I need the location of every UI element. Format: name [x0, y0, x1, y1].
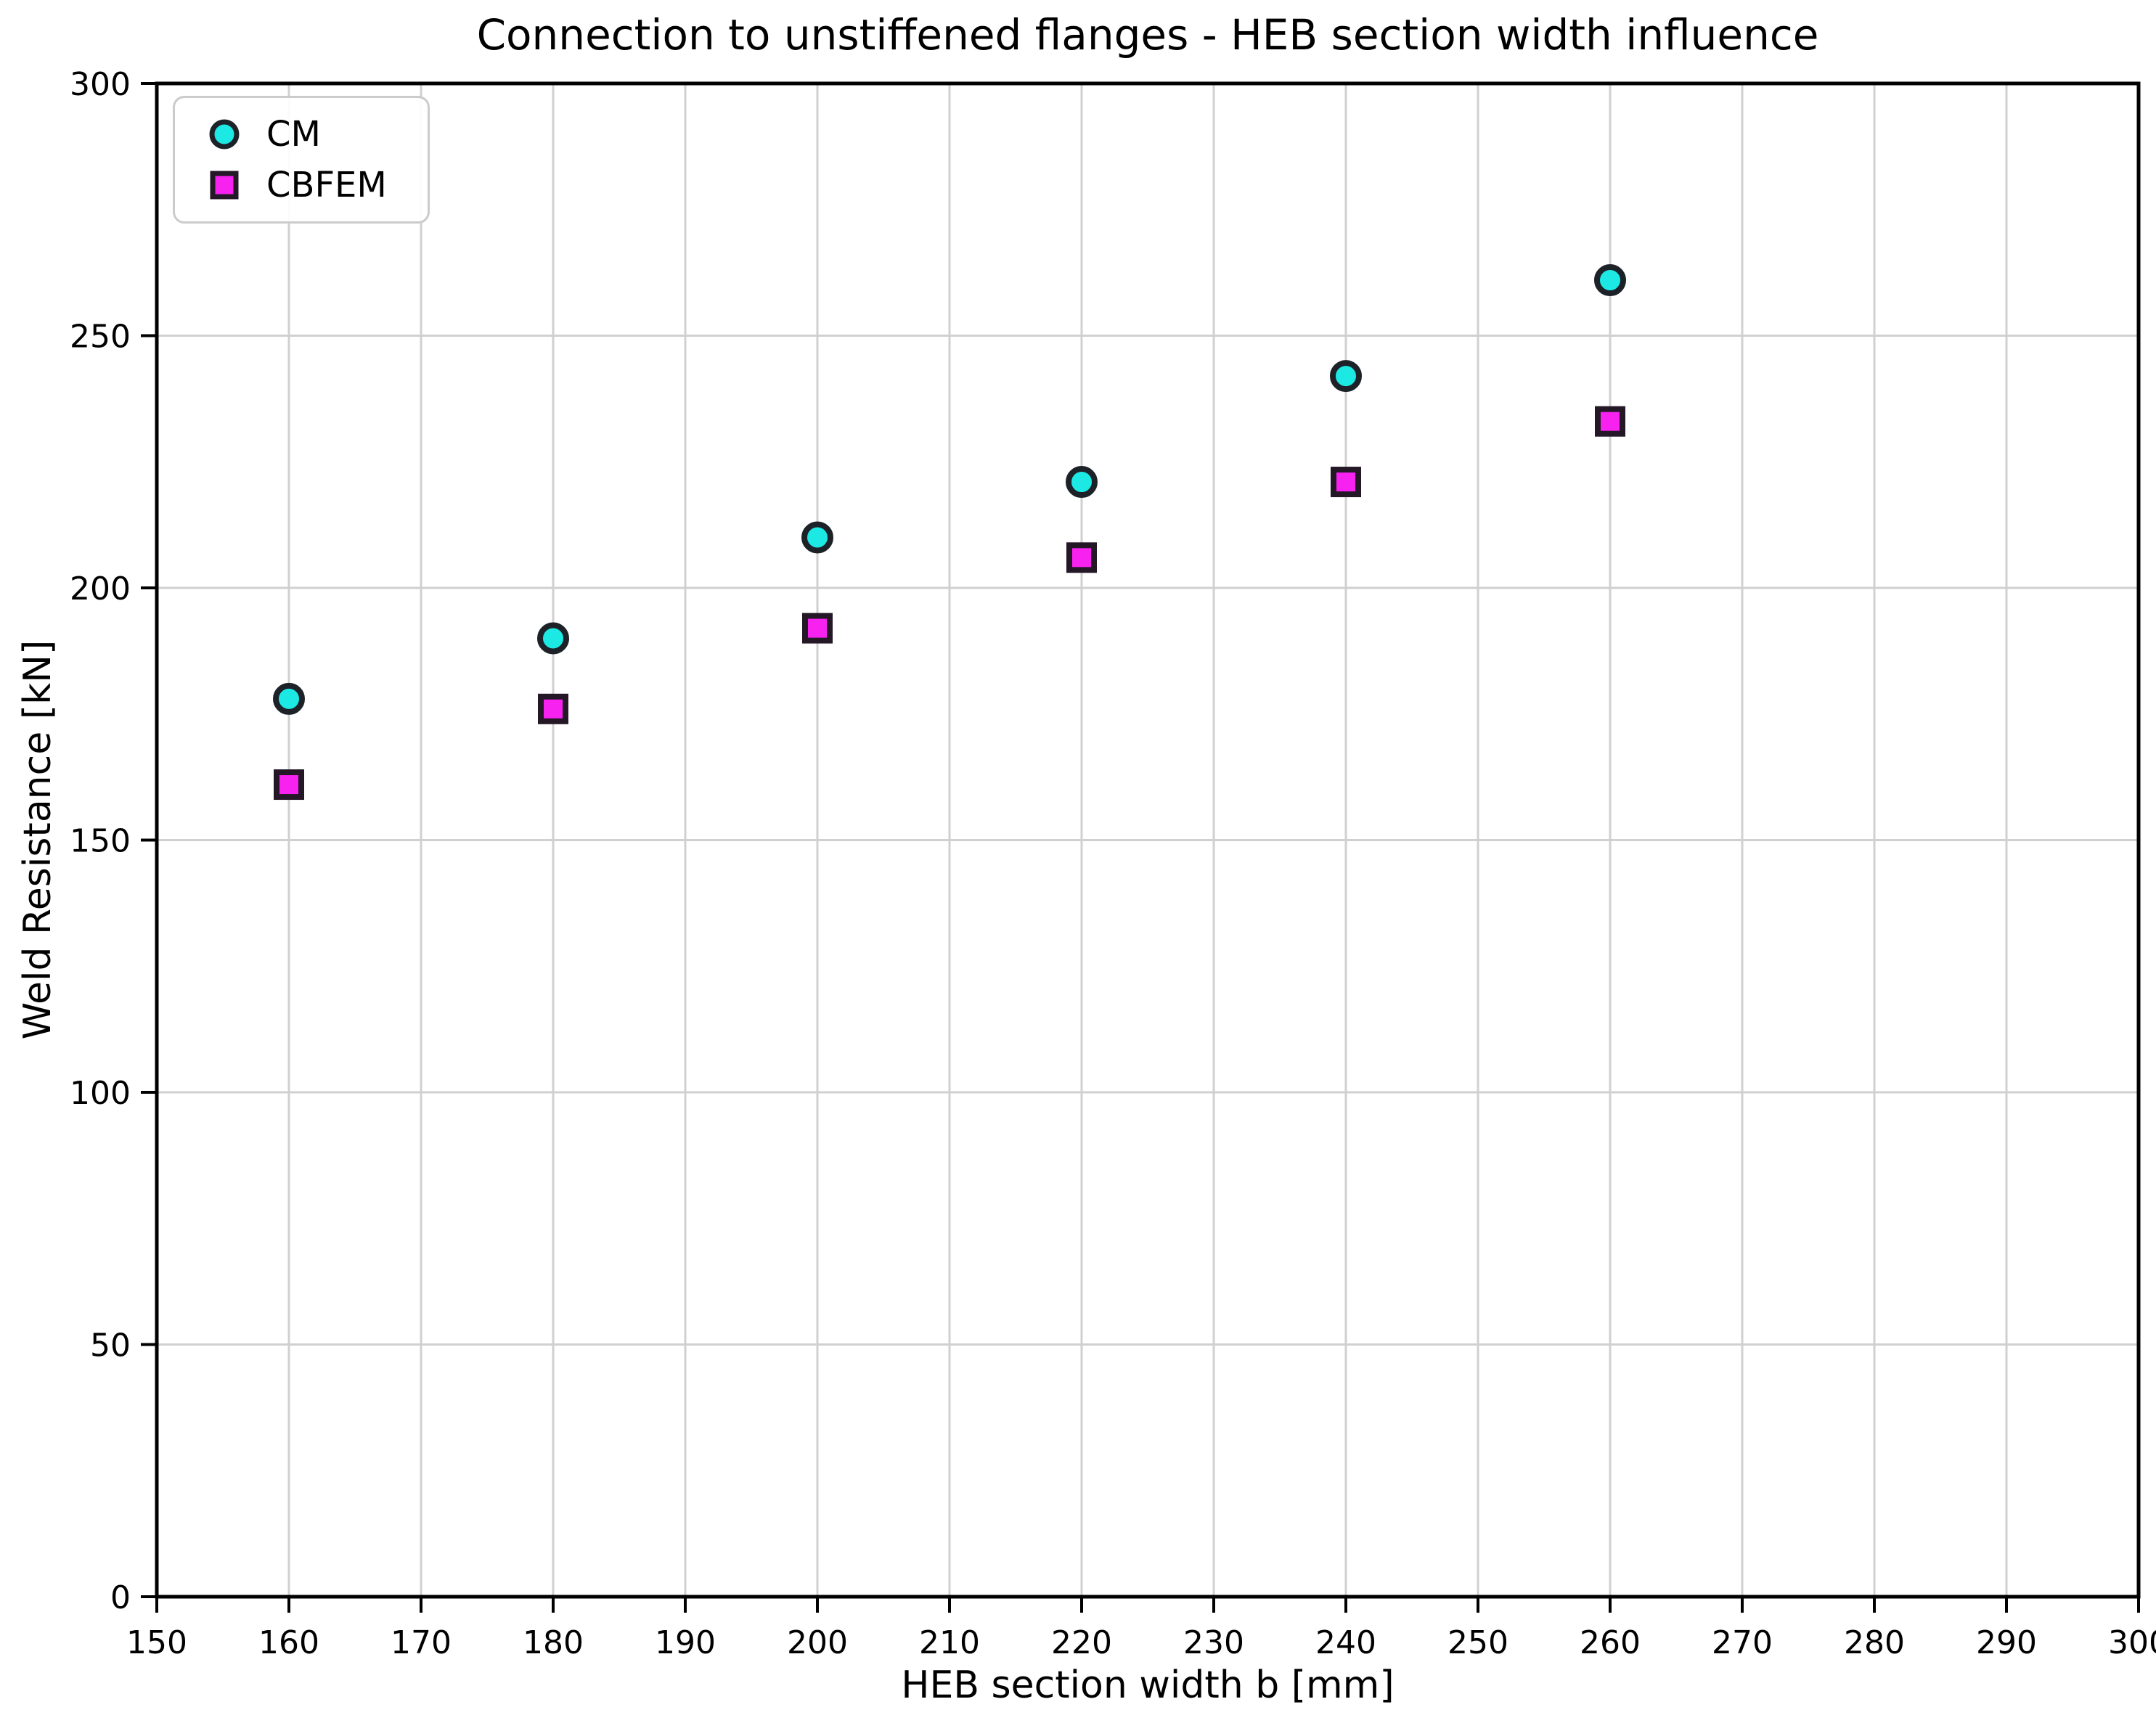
data-point-cm [273, 682, 305, 715]
data-point-cbfem [1331, 467, 1361, 498]
data-point-cm [1066, 466, 1098, 499]
data-point-cm [1330, 360, 1362, 393]
y-axis-label: Weld Resistance [kN] [16, 639, 60, 1040]
x-tick-label: 260 [1580, 1624, 1641, 1661]
x-tick-label: 170 [391, 1624, 452, 1661]
y-tick-label: 250 [70, 319, 131, 356]
x-tick-label: 230 [1183, 1624, 1244, 1661]
y-tick-label: 100 [70, 1075, 131, 1112]
x-tick-label: 250 [1447, 1624, 1508, 1661]
x-tick-label: 270 [1712, 1624, 1773, 1661]
x-tick-label: 200 [787, 1624, 848, 1661]
data-point-cm [1594, 264, 1626, 297]
y-tick-label: 0 [110, 1579, 131, 1616]
legend-item-cbfem: CBFEM [204, 165, 387, 205]
data-point-cbfem [802, 613, 833, 644]
data-point-cbfem [1595, 406, 1625, 437]
x-tick-label: 280 [1844, 1624, 1905, 1661]
cbfem-square-icon [210, 171, 239, 200]
x-tick-label: 300 [2108, 1624, 2156, 1661]
data-point-cbfem [274, 769, 304, 801]
x-tick-label: 220 [1051, 1624, 1112, 1661]
legend: CM CBFEM [173, 96, 430, 224]
chart-title: Connection to unstiffened flanges - HEB … [476, 10, 1819, 60]
y-tick-label: 300 [70, 66, 131, 103]
y-tick-label: 50 [90, 1327, 131, 1364]
x-tick-label: 240 [1315, 1624, 1376, 1661]
data-point-cm [801, 521, 833, 554]
data-point-cm [537, 622, 569, 655]
legend-label-cbfem: CBFEM [266, 165, 387, 205]
x-tick-label: 290 [1976, 1624, 2037, 1661]
cm-circle-icon [209, 119, 240, 150]
y-tick-label: 150 [70, 823, 131, 860]
legend-item-cm: CM [204, 114, 387, 155]
x-tick-label: 150 [126, 1624, 187, 1661]
data-point-cbfem [1066, 542, 1097, 573]
data-point-cbfem [538, 693, 568, 724]
x-tick-label: 190 [655, 1624, 716, 1661]
x-tick-label: 210 [919, 1624, 980, 1661]
legend-label-cm: CM [266, 114, 321, 155]
x-tick-label: 180 [523, 1624, 584, 1661]
x-tick-label: 160 [258, 1624, 319, 1661]
y-tick-label: 200 [70, 570, 131, 607]
x-axis-label: HEB section width b [mm] [901, 1663, 1395, 1707]
